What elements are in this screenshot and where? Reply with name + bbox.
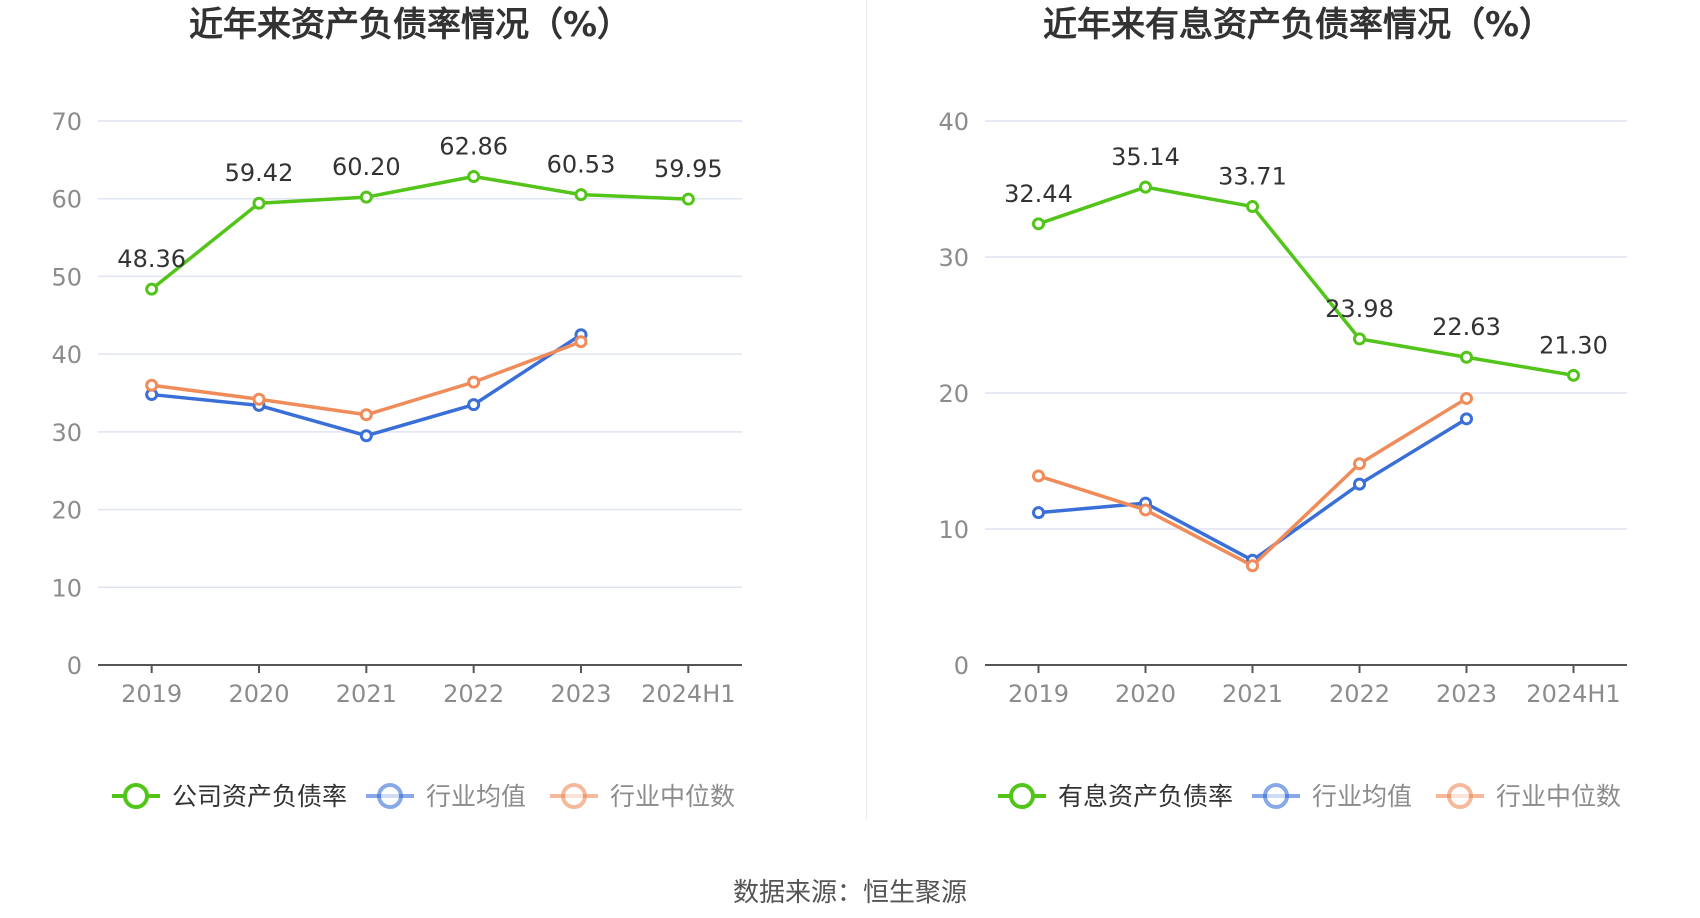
y-tick-label: 20 — [51, 497, 82, 525]
series-line-company — [150, 174, 689, 291]
data-point-industry_median[interactable] — [145, 378, 159, 392]
legend-item-industry_avg[interactable]: 行业均值 — [1252, 782, 1412, 811]
data-point-industry_avg[interactable] — [1353, 477, 1366, 491]
data-label: 23.98 — [1325, 295, 1394, 323]
y-tick-label: 40 — [938, 108, 969, 136]
data-point-industry_median[interactable] — [1246, 559, 1259, 573]
x-tick-label: 2023 — [550, 680, 611, 708]
data-point-company[interactable] — [1032, 217, 1045, 231]
data-point-industry_median[interactable] — [1460, 391, 1473, 405]
legend-label: 行业均值 — [426, 782, 526, 811]
legend-label: 有息资产负债率 — [1058, 782, 1233, 811]
legend-marker — [1009, 783, 1035, 809]
data-point-industry_median[interactable] — [467, 375, 481, 389]
legend-marker — [123, 783, 149, 809]
data-point-industry_median[interactable] — [359, 408, 373, 422]
data-label: 33.71 — [1218, 163, 1287, 191]
legend-item-company[interactable]: 公司资产负债率 — [112, 782, 347, 811]
y-tick-label: 0 — [954, 652, 969, 680]
data-point-industry_median[interactable] — [252, 392, 266, 406]
data-point-industry_avg[interactable] — [359, 429, 373, 443]
chart-title: 近年来资产负债率情况（%） — [189, 5, 631, 45]
data-point-company[interactable] — [1353, 332, 1366, 346]
legend-marker — [377, 783, 403, 809]
chart-panel-2: 近年来有息资产负债率情况（%） 0 10 20 30 40 2019 2020 2021 2022… — [938, 5, 1627, 811]
data-point-industry_median[interactable] — [1139, 503, 1152, 517]
legend-item-company[interactable]: 有息资产负债率 — [998, 782, 1233, 811]
data-label: 60.20 — [332, 153, 401, 181]
y-tick-label: 10 — [938, 516, 969, 544]
data-label: 22.63 — [1432, 313, 1501, 341]
y-tick-label: 60 — [51, 186, 82, 214]
x-tick-label: 2024H1 — [641, 680, 735, 708]
data-label: 59.95 — [654, 155, 723, 183]
legend-item-industry_median[interactable]: 行业中位数 — [550, 782, 735, 811]
data-point-industry_avg[interactable] — [1032, 506, 1045, 520]
legend-item-industry_median[interactable]: 行业中位数 — [1436, 782, 1621, 811]
data-label: 35.14 — [1111, 143, 1180, 171]
x-tick-label: 2019 — [1008, 680, 1069, 708]
y-tick-label: 70 — [51, 108, 82, 136]
y-tick-label: 0 — [67, 652, 82, 680]
legend-item-industry_avg[interactable]: 行业均值 — [366, 782, 526, 811]
series-line-industry_avg — [1038, 417, 1468, 563]
y-tick-label: 30 — [51, 419, 82, 447]
data-point-company[interactable] — [467, 169, 481, 183]
panel-divider — [866, 0, 867, 820]
y-tick-label: 50 — [51, 263, 82, 291]
legend-label: 行业中位数 — [1496, 782, 1621, 811]
x-tick-label: 2019 — [121, 680, 182, 708]
data-label: 59.42 — [225, 159, 294, 187]
y-tick-label: 10 — [51, 574, 82, 602]
data-label: 21.30 — [1539, 331, 1608, 359]
x-tick-label: 2023 — [1436, 680, 1497, 708]
legend-marker — [1263, 783, 1289, 809]
legend-label: 行业均值 — [1312, 782, 1412, 811]
x-tick-label: 2024H1 — [1526, 680, 1620, 708]
y-tick-label: 40 — [51, 341, 82, 369]
data-label: 48.36 — [117, 245, 186, 273]
series-line-industry_median — [1037, 396, 1468, 568]
data-label: 60.53 — [547, 151, 616, 179]
data-label: 62.86 — [439, 132, 508, 160]
data-label: 32.44 — [1004, 180, 1073, 208]
chart-panel-1: 近年来资产负债率情况（%） 0 10 20 30 40 50 60 70 2019 2020 2021… — [51, 5, 742, 811]
legend-marker — [561, 783, 587, 809]
data-point-company[interactable] — [681, 192, 695, 206]
data-point-industry_median[interactable] — [1353, 457, 1366, 471]
data-point-company[interactable] — [1246, 200, 1259, 214]
data-point-company[interactable] — [359, 190, 373, 204]
data-point-company[interactable] — [574, 188, 588, 202]
legend-marker — [1447, 783, 1473, 809]
data-point-industry_avg[interactable] — [1460, 412, 1473, 426]
x-tick-label: 2020 — [228, 680, 289, 708]
legend-label: 行业中位数 — [610, 782, 735, 811]
y-tick-label: 30 — [938, 244, 969, 272]
x-tick-label: 2021 — [1222, 680, 1283, 708]
data-point-company[interactable] — [1460, 350, 1473, 364]
series-line-company — [1037, 185, 1574, 378]
x-tick-label: 2022 — [1329, 680, 1390, 708]
data-source-note: 数据来源：恒生聚源 — [732, 878, 967, 908]
data-point-industry_median[interactable] — [574, 335, 588, 349]
y-tick-label: 20 — [938, 380, 969, 408]
x-tick-label: 2022 — [443, 680, 504, 708]
chart-title: 近年来有息资产负债率情况（%） — [1043, 5, 1553, 45]
data-point-company[interactable] — [252, 196, 266, 210]
x-tick-label: 2021 — [336, 680, 397, 708]
x-tick-label: 2020 — [1115, 680, 1176, 708]
data-point-company[interactable] — [145, 282, 159, 296]
data-point-industry_avg[interactable] — [467, 398, 481, 412]
data-point-company[interactable] — [1567, 368, 1580, 382]
data-point-industry_median[interactable] — [1032, 469, 1045, 483]
data-point-company[interactable] — [1139, 180, 1152, 194]
legend-label: 公司资产负债率 — [172, 782, 347, 811]
